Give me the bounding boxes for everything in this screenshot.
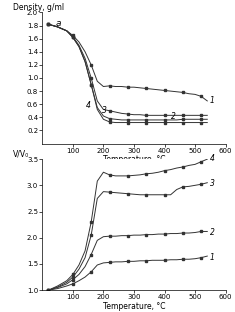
Text: Density, g/ml: Density, g/ml [13, 3, 64, 12]
Text: 3: 3 [210, 179, 215, 188]
Text: 1: 1 [210, 253, 215, 262]
Text: 1: 1 [210, 96, 215, 105]
Text: 4: 4 [210, 154, 215, 163]
X-axis label: Temperature, °C: Temperature, °C [103, 302, 165, 311]
X-axis label: Temperature, °C: Temperature, °C [103, 155, 165, 164]
Text: V/V₀: V/V₀ [13, 149, 29, 158]
Text: 3: 3 [102, 106, 107, 115]
Text: a: a [56, 19, 62, 27]
Text: 2: 2 [210, 228, 215, 237]
Text: 4: 4 [86, 101, 90, 110]
Text: 2: 2 [171, 112, 176, 121]
